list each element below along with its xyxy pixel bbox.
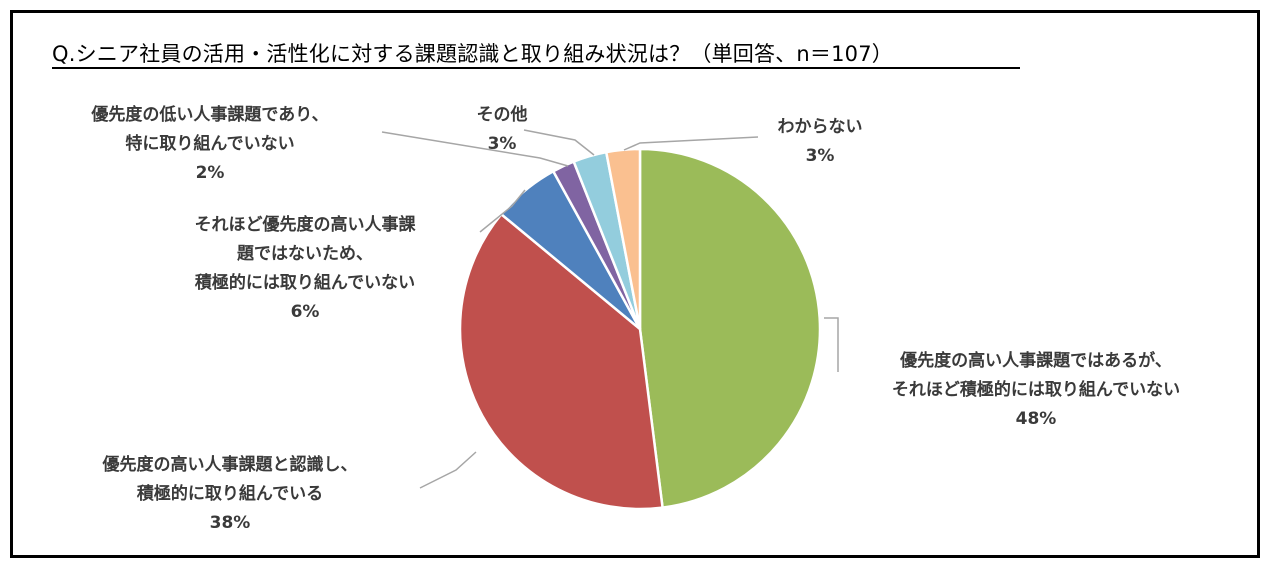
- slice-actively-not-engaged: [638, 147, 822, 509]
- slice-labels: 優先度の高い人事課題ではあるが、それほど積極的には取り組んでいない 48%優先度の…: [90, 104, 1180, 533]
- slice-label: 優先度の低い人事課題であり、特に取り組んでいない 2%: [90, 104, 328, 183]
- chart-title: Q.シニア社員の活用・活性化に対する課題認識と取り組み状況は？（単回答、n＝10…: [52, 42, 893, 66]
- slice-category-label: 優先度の高い人事課題と認識し、: [102, 454, 358, 475]
- leader-line: [419, 451, 477, 489]
- slice-category-label: わからない: [778, 117, 863, 137]
- slice-actively-engaged: [458, 212, 664, 511]
- slice-category-label: その他: [477, 104, 528, 125]
- slice-category-label: 積極的には取り組んでいない: [195, 272, 415, 293]
- slice-label: 優先度の高い人事課題と認識し、積極的に取り組んでいる 38%: [102, 454, 358, 533]
- slice-value-label: 38%: [210, 513, 251, 533]
- pie-slices: [458, 147, 822, 511]
- slice-category-label: 特に取り組んでいない: [125, 133, 294, 154]
- leader-line: [479, 189, 526, 233]
- slice-value-label: 48%: [1016, 409, 1057, 429]
- slice-value-label: 2%: [196, 163, 225, 183]
- leader-line: [523, 129, 595, 156]
- slice-label: 優先度の高い人事課題ではあるが、それほど積極的には取り組んでいない 48%: [892, 350, 1180, 429]
- slice-category-label: それほど優先度の高い人事課: [195, 214, 417, 235]
- slice-label: その他 3%: [477, 104, 528, 154]
- slice-value-label: 3%: [488, 134, 517, 154]
- leader-lines: [381, 129, 839, 489]
- slice-unknown: [604, 147, 642, 330]
- slice-label: それほど優先度の高い人事課題ではないため、積極的には取り組んでいない 6%: [195, 214, 417, 322]
- title-underline: [52, 67, 1020, 69]
- leader-line: [381, 131, 569, 167]
- leader-line: [824, 317, 839, 372]
- slice-category-label: それほど積極的には取り組んでいない: [892, 379, 1180, 400]
- slice-category-label: 題ではないため、: [237, 244, 373, 264]
- leader-line: [623, 136, 759, 151]
- slice-value-label: 3%: [806, 146, 835, 166]
- slice-category-label: 優先度の高い人事課題ではあるが、: [899, 350, 1172, 371]
- slice-label: わからない 3%: [778, 117, 863, 166]
- slice-value-label: 6%: [291, 302, 320, 322]
- slice-category-label: 優先度の低い人事課題であり、: [90, 104, 328, 125]
- slice-category-label: 積極的に取り組んでいる: [137, 483, 323, 504]
